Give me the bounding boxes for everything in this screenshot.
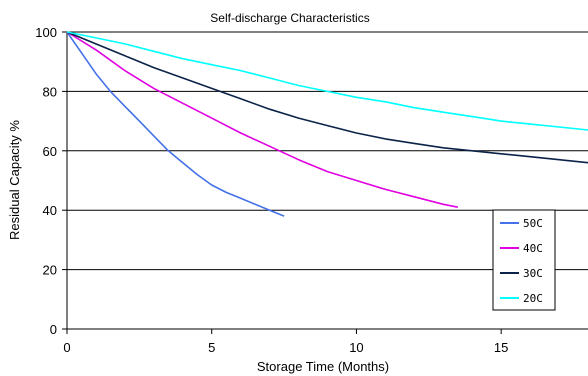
legend-label: 30C bbox=[523, 267, 543, 280]
x-tick-label: 10 bbox=[349, 340, 363, 355]
legend: 50C 40C 30C 20C bbox=[492, 209, 556, 311]
axes bbox=[62, 31, 588, 334]
x-tick-label: 15 bbox=[494, 340, 508, 355]
legend-label: 50C bbox=[523, 217, 543, 230]
y-axis-label: Residual Capacity % bbox=[7, 120, 22, 240]
y-tick-label: 80 bbox=[43, 84, 57, 99]
series-line-40C bbox=[66, 31, 458, 208]
y-tick-label: 40 bbox=[43, 203, 57, 218]
tick-labels: 0 20 40 60 80 100 0 5 10 15 bbox=[35, 25, 508, 355]
series-line-20C bbox=[66, 31, 588, 131]
x-tick-label: 0 bbox=[63, 340, 70, 355]
legend-box bbox=[492, 209, 556, 311]
y-tick-label: 20 bbox=[43, 263, 57, 278]
chart-title: Self-discharge Characteristics bbox=[210, 11, 369, 25]
legend-label: 40C bbox=[523, 242, 543, 255]
series-line-30C bbox=[66, 31, 588, 164]
y-tick-label: 0 bbox=[50, 322, 57, 337]
x-tick-label: 5 bbox=[208, 340, 215, 355]
y-tick-label: 100 bbox=[35, 25, 57, 40]
legend-label: 20C bbox=[523, 292, 543, 305]
y-tick-label: 60 bbox=[43, 144, 57, 159]
x-axis-label: Storage Time (Months) bbox=[257, 359, 389, 374]
series-lines bbox=[66, 31, 588, 217]
series-line-50C bbox=[66, 31, 285, 217]
